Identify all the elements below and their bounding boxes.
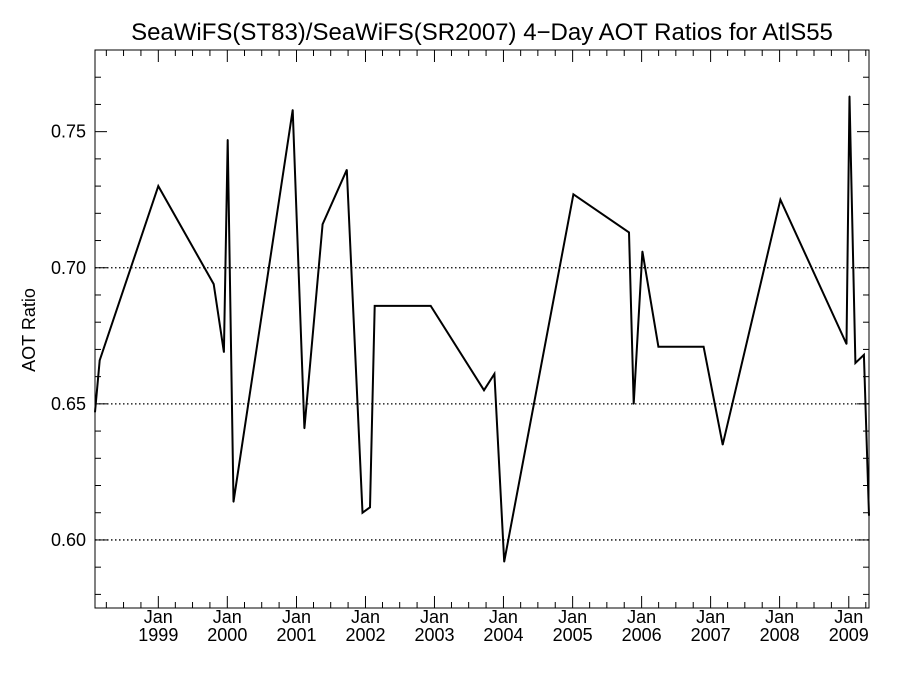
x-tick-label-year: 2003 (414, 625, 454, 645)
x-tick-label-month: Jan (351, 607, 380, 627)
data-point (848, 95, 851, 98)
data-point (373, 305, 376, 307)
data-point (779, 198, 782, 201)
data-point (628, 231, 630, 234)
data-point (226, 139, 229, 141)
chart-title: SeaWiFS(ST83)/SeaWiFS(SR2007) 4−Day AOT … (131, 19, 833, 46)
y-tick-label: 0.60 (51, 530, 86, 550)
x-tick-label-year: 2004 (483, 625, 523, 645)
x-tick-label-month: Jan (489, 607, 518, 627)
data-point (345, 168, 348, 171)
data-point (632, 403, 635, 405)
x-tick-label-month: Jan (765, 607, 794, 627)
series-layer (94, 95, 870, 563)
data-point (493, 373, 496, 375)
data-point (212, 283, 215, 285)
data-point (321, 223, 324, 226)
data-point (361, 511, 364, 514)
data-point (572, 193, 575, 196)
data-point (223, 351, 225, 353)
x-tick-label-month: Jan (144, 607, 173, 627)
data-point (157, 185, 160, 187)
x-tick-label-year: 2005 (553, 625, 593, 645)
x-tick-label-month: Jan (558, 607, 587, 627)
data-point (641, 250, 644, 253)
x-tick-label-month: Jan (282, 607, 311, 627)
y-axis-label: AOT Ratio (19, 288, 39, 372)
data-point (483, 389, 485, 392)
data-point (291, 109, 294, 111)
x-tick-label-year: 2007 (691, 625, 731, 645)
data-point (232, 501, 235, 503)
x-tick-labels: Jan1999Jan2000Jan2001Jan2002Jan2003Jan20… (138, 607, 869, 645)
data-point (721, 443, 724, 446)
data-point (98, 359, 101, 362)
data-point (863, 354, 865, 356)
data-point (854, 362, 857, 364)
data-point (369, 506, 371, 509)
data-point (845, 343, 848, 345)
x-tick-label-year: 1999 (138, 625, 178, 645)
y-tick-labels: 0.60 0.65 0.70 0.75 (51, 122, 86, 550)
x-tick-label-year: 2000 (207, 625, 247, 645)
x-tick-label-year: 2001 (276, 625, 316, 645)
y-tick-label: 0.75 (51, 122, 86, 142)
x-tick-label-month: Jan (213, 607, 242, 627)
x-tick-label-year: 2008 (760, 625, 800, 645)
data-point (429, 305, 432, 307)
y-tick-label: 0.65 (51, 394, 86, 414)
x-tick-label-month: Jan (834, 607, 863, 627)
x-tick-label-year: 2006 (622, 625, 662, 645)
x-tick-label-year: 2002 (345, 625, 385, 645)
series-line (94, 96, 870, 562)
x-tick-label-year: 2009 (829, 625, 869, 645)
data-point (702, 345, 705, 348)
y-tick-label: 0.70 (51, 258, 86, 278)
data-point (657, 345, 660, 348)
x-tick-label-month: Jan (627, 607, 656, 627)
plot-frame (94, 49, 870, 609)
data-point (503, 560, 506, 563)
axis-ticks (95, 50, 869, 608)
grid-lines (95, 267, 869, 541)
x-tick-label-month: Jan (696, 607, 725, 627)
data-point (303, 427, 306, 430)
x-tick-label-month: Jan (420, 607, 449, 627)
